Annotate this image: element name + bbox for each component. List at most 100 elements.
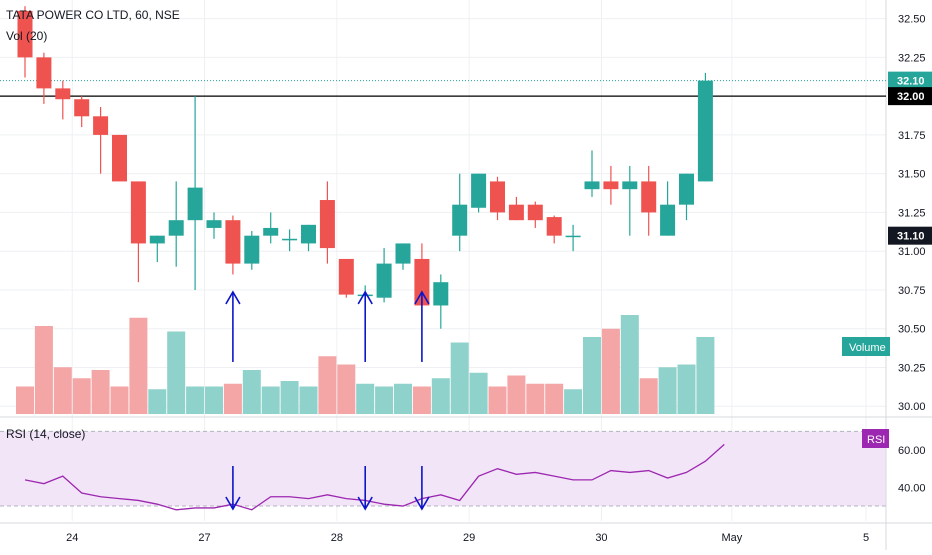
volume-bar — [72, 378, 91, 414]
candle-body — [565, 235, 581, 238]
volume-bar — [450, 342, 469, 414]
arrow-down-icon — [357, 466, 373, 511]
candle-body — [282, 238, 298, 241]
volume-bar — [186, 386, 205, 414]
rsi-tick-label: 60.00 — [898, 445, 926, 457]
candle-body — [36, 57, 52, 89]
candle-body — [263, 227, 279, 236]
volume-bar — [488, 386, 507, 414]
candle-body — [225, 220, 241, 264]
volume-bar — [223, 383, 242, 414]
volume-bar — [91, 370, 110, 414]
volume-bar — [620, 315, 639, 414]
candle-body — [149, 235, 165, 244]
volume-bar — [34, 326, 53, 414]
price-tick-label: 32.25 — [898, 52, 926, 64]
candle-body — [697, 80, 713, 182]
rsi-badge-label: RSI — [867, 434, 885, 446]
candle-body — [603, 181, 619, 190]
candle-body — [490, 181, 505, 213]
candle-body — [471, 173, 487, 208]
price-tick-label: 31.75 — [898, 130, 926, 142]
candle-body — [244, 235, 260, 264]
volume-bar — [469, 372, 488, 414]
volume-bar — [394, 383, 412, 414]
price-tick-label: 32.50 — [898, 14, 926, 26]
price-marker-label: 31.10 — [897, 231, 925, 243]
candle-body — [17, 10, 33, 58]
time-tick-label: 30 — [595, 532, 607, 544]
volume-bar — [53, 367, 72, 414]
volume-badge-label: Volume — [849, 342, 886, 354]
volume-bar — [148, 389, 167, 414]
volume-bar — [356, 383, 375, 414]
candle-body — [112, 134, 127, 182]
candle-body — [130, 181, 146, 244]
volume-bar — [507, 375, 526, 414]
rsi-tick-label: 40.00 — [898, 482, 926, 494]
price-marker-label: 32.00 — [897, 91, 925, 103]
price-tick-label: 30.00 — [898, 401, 926, 413]
volume-bar — [564, 389, 583, 414]
arrow-down-icon — [414, 466, 430, 511]
price-tick-label: 30.25 — [898, 362, 926, 374]
price-tick-label: 31.50 — [898, 169, 926, 181]
volume-bar — [431, 378, 450, 414]
volume-badge — [842, 337, 890, 356]
candle-body — [338, 258, 354, 295]
arrow-down-icon — [225, 466, 241, 511]
volume-bar — [412, 386, 431, 414]
volume-bar — [280, 381, 299, 414]
price-tick-label: 31.00 — [898, 246, 926, 258]
price-marker-badge — [888, 71, 932, 90]
volume-indicator-label: Vol (20) — [6, 29, 48, 43]
rsi-indicator-label: RSI (14, close) — [6, 427, 86, 441]
volume-bar — [318, 356, 337, 414]
rsi-band-fill — [0, 431, 886, 507]
candle-body — [93, 116, 109, 135]
candle-body — [527, 204, 543, 221]
volume-bar — [583, 337, 601, 414]
time-tick-label: 5 — [863, 532, 869, 544]
volume-bar — [299, 386, 318, 414]
price-tick-label: 31.25 — [898, 207, 926, 219]
candle-body — [206, 220, 222, 228]
volume-bar — [242, 370, 261, 414]
price-tick-label: 30.75 — [898, 285, 926, 297]
volume-bar — [375, 386, 394, 414]
time-tick-label: 27 — [198, 532, 210, 544]
volume-bar — [129, 317, 148, 414]
candle-body — [74, 99, 90, 117]
volume-bar — [110, 386, 129, 414]
price-marker-badge — [888, 226, 932, 245]
candle-body — [660, 204, 676, 236]
volume-bar — [601, 328, 620, 414]
candle-body — [452, 204, 468, 236]
candle-body — [55, 88, 71, 100]
arrow-up-icon — [225, 290, 241, 362]
price-tick-label: 30.50 — [898, 324, 926, 336]
candle-body — [546, 217, 562, 236]
time-tick-label: 29 — [463, 532, 475, 544]
volume-bar — [167, 331, 186, 414]
volume-bar — [677, 364, 696, 414]
volume-bar — [337, 364, 356, 414]
volume-bar — [545, 383, 564, 414]
candle-body — [641, 181, 657, 213]
candle-body — [679, 173, 694, 205]
time-tick-label: 24 — [66, 532, 78, 544]
candle-body — [433, 282, 449, 306]
chart-title: TATA POWER CO LTD, 60, NSE — [6, 8, 180, 22]
candle-body — [168, 220, 184, 236]
arrow-up-icon — [414, 290, 430, 362]
volume-bar — [696, 337, 715, 414]
volume-bar — [658, 367, 677, 414]
candle-body — [301, 224, 316, 244]
volume-bar — [16, 386, 34, 414]
candle-body — [622, 181, 638, 190]
candle-body — [414, 258, 430, 306]
candle-body — [508, 204, 524, 221]
time-tick-label: 28 — [331, 532, 343, 544]
